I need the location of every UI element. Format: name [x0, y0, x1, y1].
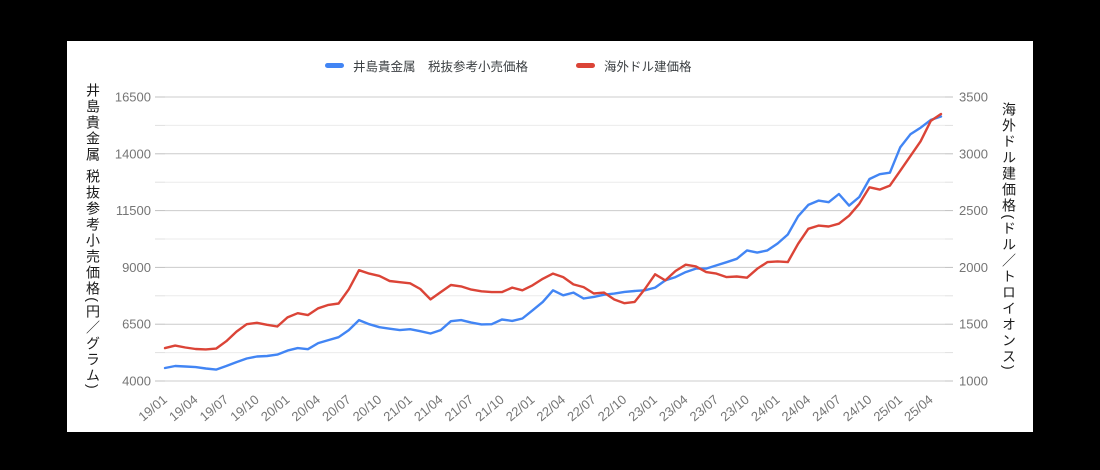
x-tick-label: 20/07 — [319, 392, 354, 424]
x-tick-label: 25/01 — [871, 392, 906, 424]
x-tick-label: 24/01 — [748, 392, 783, 424]
y-right-tick-label: 3500 — [959, 90, 988, 105]
x-tick-label: 24/10 — [840, 392, 875, 424]
x-tick-label: 21/04 — [411, 392, 446, 424]
x-tick-label: 20/01 — [258, 392, 293, 424]
y-right-tick-label: 3000 — [959, 146, 988, 161]
gridlines — [155, 96, 953, 382]
legend-swatch-blue-icon — [325, 63, 344, 68]
y-left-tick-label: 4000 — [122, 374, 151, 389]
x-tick-label: 19/01 — [135, 392, 170, 424]
x-tick-label: 20/04 — [289, 392, 324, 424]
y-tick-labels: 16500 3500 14000 3000 11500 2500 9000 2000 6500 1… — [115, 90, 988, 389]
x-tick-label: 22/10 — [595, 392, 630, 424]
legend-item-retail-price: 井島貴金属 税抜参考小売価格 — [325, 56, 528, 75]
x-tick-labels: 19/0119/0419/0719/1020/0120/0420/0720/10… — [135, 392, 935, 424]
x-tick-label: 20/10 — [350, 392, 385, 424]
x-tick-label: 24/04 — [779, 392, 814, 424]
y-left-tick-label: 11500 — [116, 203, 151, 218]
x-tick-label: 19/10 — [227, 392, 262, 424]
y-right-tick-label: 1000 — [959, 374, 988, 389]
y-left-tick-label: 6500 — [122, 317, 151, 332]
y-left-tick-label: 9000 — [122, 260, 151, 275]
x-tick-label: 25/04 — [901, 392, 936, 424]
right-axis-title: 海外ドル建価格(ドル／トロイオンス) — [1001, 101, 1017, 372]
x-tick-label: 22/01 — [503, 392, 538, 424]
chart-plot: 16500 3500 14000 3000 11500 2500 9000 2000 6500 1… — [115, 90, 988, 425]
x-tick-label: 22/04 — [534, 392, 569, 424]
series-line-usd-price — [163, 112, 943, 351]
y-left-tick-label: 14000 — [115, 146, 151, 161]
x-tick-label: 23/01 — [625, 392, 660, 424]
x-tick-label: 22/07 — [564, 392, 599, 424]
x-tick-label: 21/01 — [380, 392, 415, 424]
chart-canvas: 井島貴金属 税抜参考小売価格 海外ドル建価格 井島貴金属 税抜参考小売価格(円／… — [67, 41, 1033, 432]
x-tick-label: 23/07 — [687, 392, 722, 424]
legend-swatch-red-icon — [576, 63, 596, 68]
y-left-tick-label: 16500 — [115, 90, 151, 105]
left-axis-title: 井島貴金属 税抜参考小売価格(円／グラム) — [85, 82, 101, 391]
x-tick-label: 21/10 — [472, 392, 507, 424]
y-right-tick-label: 2500 — [959, 203, 988, 218]
x-tick-label: 21/07 — [442, 392, 477, 424]
x-tick-label: 19/07 — [197, 392, 232, 424]
legend-label-retail-price: 井島貴金属 税抜参考小売価格 — [353, 60, 529, 74]
x-tick-label: 19/04 — [166, 392, 201, 424]
legend-item-usd-price: 海外ドル建価格 — [576, 56, 692, 75]
legend: 井島貴金属 税抜参考小売価格 海外ドル建価格 — [325, 56, 692, 75]
legend-label-usd-price: 海外ドル建価格 — [604, 60, 692, 74]
x-tick-label: 23/04 — [656, 392, 691, 424]
series-line-retail-price — [163, 115, 943, 371]
y-right-tick-label: 1500 — [959, 317, 988, 332]
x-tick-label: 23/10 — [717, 392, 752, 424]
y-right-tick-label: 2000 — [959, 260, 988, 275]
x-tick-label: 24/07 — [809, 392, 844, 424]
